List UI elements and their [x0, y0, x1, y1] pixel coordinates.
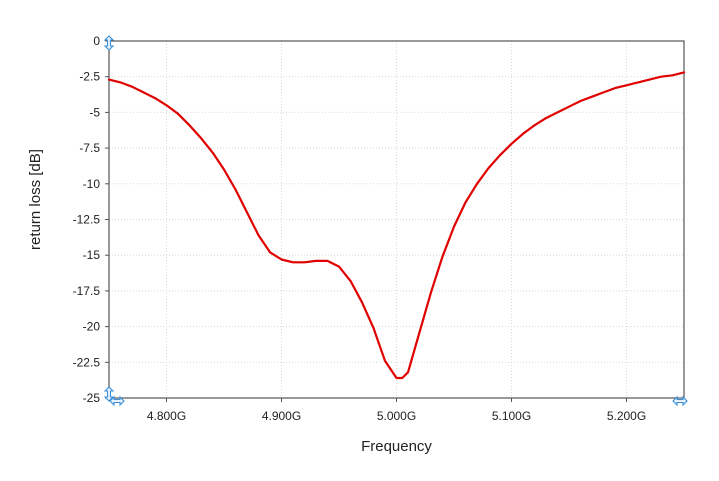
x-tick-label: 5.000G [377, 409, 416, 423]
y-axis-top-handle[interactable] [103, 35, 115, 51]
x-tick-label: 4.800G [147, 409, 186, 423]
y-tick-label: -7.5 [79, 141, 100, 155]
grid-layer [109, 41, 684, 398]
y-axis-bottom-handle-icon [103, 386, 115, 402]
y-tick-label: -22.5 [73, 355, 101, 369]
y-tick-label: -2.5 [79, 70, 100, 84]
x-tick-label: 4.900G [262, 409, 301, 423]
x-tick-label: 5.200G [607, 409, 646, 423]
y-tick-label: -5 [89, 105, 100, 119]
y-tick-label: -12.5 [73, 213, 101, 227]
y-tick-label: -10 [83, 177, 101, 191]
y-axis-top-handle-icon [103, 35, 115, 51]
y-tick-label: -15 [83, 248, 101, 262]
x-axis-right-handle-icon [672, 395, 688, 407]
tick-layer: 0 -2.5 -5 -7.5 -10 -12.5 -15 -17.5 -20 -22.5 -25 4.… [73, 34, 647, 423]
x-axis-left-handle-icon [109, 395, 125, 407]
y-tick-label: -17.5 [73, 284, 101, 298]
series-line-1 [107, 71, 686, 380]
y-tick-label: -25 [83, 391, 101, 405]
x-axis-left-handle[interactable] [109, 395, 125, 407]
series-layer [107, 71, 686, 380]
x-tick-label: 5.100G [492, 409, 531, 423]
y-tick-label: -20 [83, 320, 101, 334]
axis-handle-layer[interactable] [103, 35, 688, 407]
y-axis-title: return loss [dB] [27, 149, 44, 250]
x-axis-title: Frequency [361, 438, 432, 455]
y-axis-bottom-handle[interactable] [103, 386, 115, 402]
x-axis-right-handle[interactable] [672, 395, 688, 407]
y-tick-label: 0 [93, 34, 100, 48]
